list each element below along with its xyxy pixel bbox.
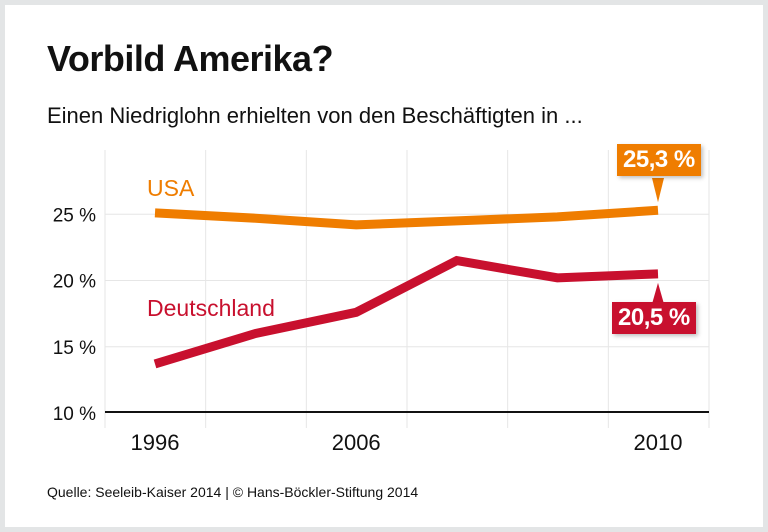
y-tick-label: 20 % [53, 272, 96, 293]
callout-pointer [652, 282, 664, 304]
x-tick-label: 2010 [634, 430, 683, 455]
series-line-deutschland [153, 255, 659, 369]
x-tick-label: 2006 [332, 430, 381, 455]
deutschland-value-callout: 20,5 % [612, 302, 696, 334]
series-label-deutschland: Deutschland [147, 295, 275, 321]
chart-card [5, 5, 763, 527]
x-tick-label: 1996 [131, 430, 180, 455]
callout-pointer [652, 178, 664, 203]
usa-value-callout: 25,3 % [617, 144, 701, 176]
chart-subtitle: Einen Niedriglohn erhielten von den Besc… [47, 103, 583, 128]
y-tick-label: 10 % [53, 404, 96, 425]
y-tick-label: 15 % [53, 338, 96, 359]
y-tick-label: 25 % [53, 205, 96, 226]
chart-title: Vorbild Amerika? [47, 38, 334, 79]
series-label-usa: USA [147, 175, 195, 201]
series-line-usa [154, 205, 659, 230]
source-note: Quelle: Seeleib-Kaiser 2014 | © Hans-Böc… [47, 484, 419, 500]
